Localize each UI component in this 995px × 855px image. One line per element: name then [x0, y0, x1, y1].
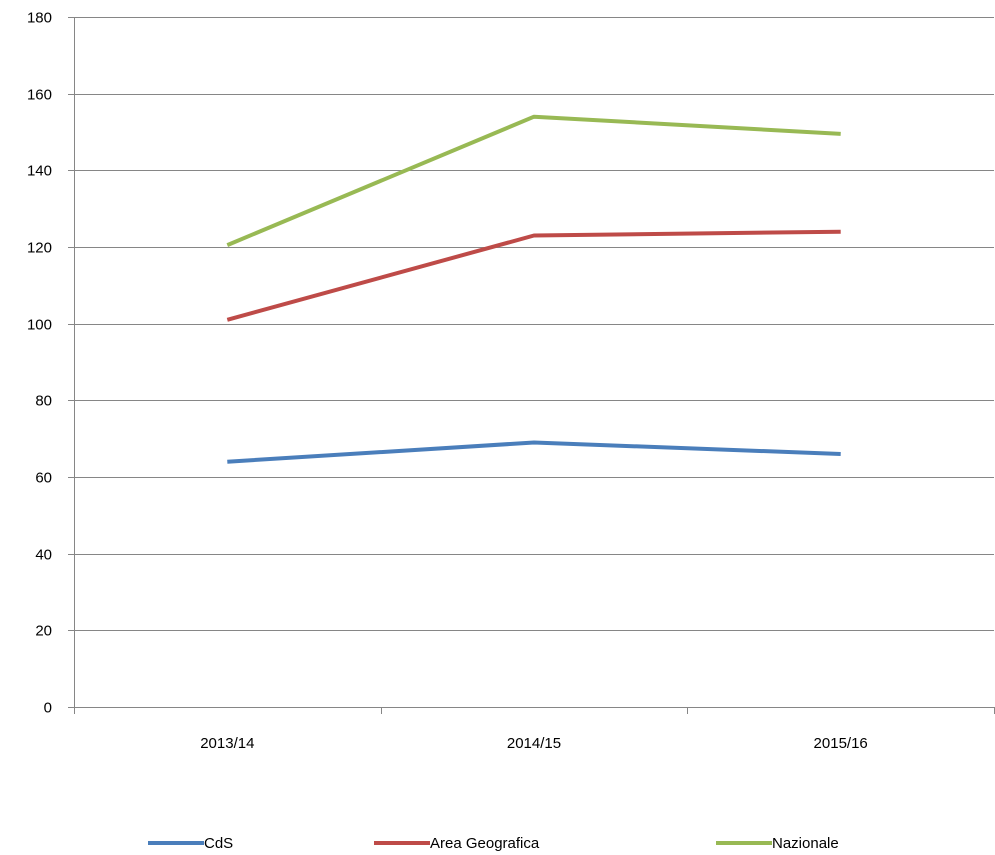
legend: CdS Area Geografica Nazionale: [148, 835, 839, 852]
legend-label: CdS: [204, 835, 233, 852]
y-tick-label: 120: [27, 240, 52, 257]
y-tick-label: 0: [44, 700, 52, 717]
y-tick-label: 20: [35, 623, 52, 640]
legend-item: Area Geografica: [374, 835, 540, 852]
x-axis-tick-labels: 2013/14 2014/15 2015/16: [200, 735, 868, 752]
legend-item: CdS: [148, 835, 233, 852]
y-axis-tick-labels: 0 20 40 60 80 100 120 140 160 180: [27, 10, 52, 717]
gridlines: [74, 17, 994, 631]
y-tick-label: 180: [27, 10, 52, 27]
axes: [68, 17, 995, 714]
series-line-1: [226, 229, 841, 322]
y-tick-label: 40: [35, 547, 52, 564]
legend-item: Nazionale: [716, 835, 839, 852]
legend-label: Area Geografica: [430, 835, 540, 852]
x-tick-label: 2013/14: [200, 735, 254, 752]
series-lines: [226, 114, 841, 464]
series-line-2: [226, 114, 841, 247]
y-tick-label: 80: [35, 393, 52, 410]
y-tick-label: 140: [27, 163, 52, 180]
x-tick-label: 2015/16: [814, 735, 868, 752]
legend-label: Nazionale: [772, 835, 839, 852]
x-tick-label: 2014/15: [507, 735, 561, 752]
y-tick-label: 60: [35, 470, 52, 487]
series-line-0: [227, 440, 841, 464]
y-tick-label: 100: [27, 317, 52, 334]
y-tick-label: 160: [27, 87, 52, 104]
